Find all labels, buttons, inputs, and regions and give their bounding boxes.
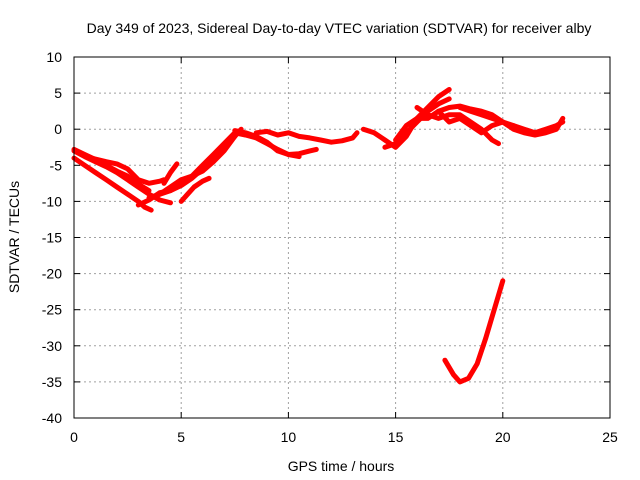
x-tick-label: 20 <box>495 429 511 445</box>
x-tick-label: 25 <box>602 429 618 445</box>
x-axis-label: GPS time / hours <box>288 458 395 474</box>
y-tick-label: -30 <box>42 338 62 354</box>
series-arc-8 <box>161 161 180 186</box>
axis-ticks: 0 5 10 15 20 25 10 5 0 -5 -10 -15 -20 -25 -30 -35 -40 <box>42 49 618 445</box>
y-tick-label: -5 <box>50 157 63 173</box>
series-arc-19 <box>511 119 566 136</box>
data-series <box>71 87 566 385</box>
y-tick-label: -35 <box>42 374 62 390</box>
series-arc-9 <box>178 175 212 204</box>
y-tick-label: -15 <box>42 230 62 246</box>
y-tick-label: 0 <box>54 121 62 137</box>
y-tick-label: -10 <box>42 193 62 209</box>
chart-title: Day 349 of 2023, Sidereal Day-to-day VTE… <box>87 20 592 36</box>
y-tick-label: -40 <box>42 410 62 426</box>
series-arc-18 <box>457 105 566 138</box>
x-tick-label: 0 <box>70 429 78 445</box>
y-tick-label: -25 <box>42 302 62 318</box>
y-tick-label: 5 <box>54 85 62 101</box>
x-tick-label: 5 <box>177 429 185 445</box>
series-arc-16 <box>414 105 501 147</box>
series-arc-17 <box>436 108 506 136</box>
series-arc-7 <box>157 126 244 197</box>
series-arc-14 <box>382 96 452 150</box>
x-tick-label: 15 <box>388 429 404 445</box>
series-arc-12 <box>253 128 360 145</box>
y-tick-label: 10 <box>46 49 62 65</box>
series-arc-20 <box>442 278 506 385</box>
y-axis-label: SDTVAR / TECUs <box>6 181 22 293</box>
x-tick-label: 10 <box>281 429 297 445</box>
series-arc-4 <box>71 146 152 194</box>
y-tick-label: -20 <box>42 266 62 282</box>
series-arc-13 <box>360 87 452 150</box>
series-arc-11 <box>232 128 302 160</box>
series-arc-15 <box>393 103 516 143</box>
